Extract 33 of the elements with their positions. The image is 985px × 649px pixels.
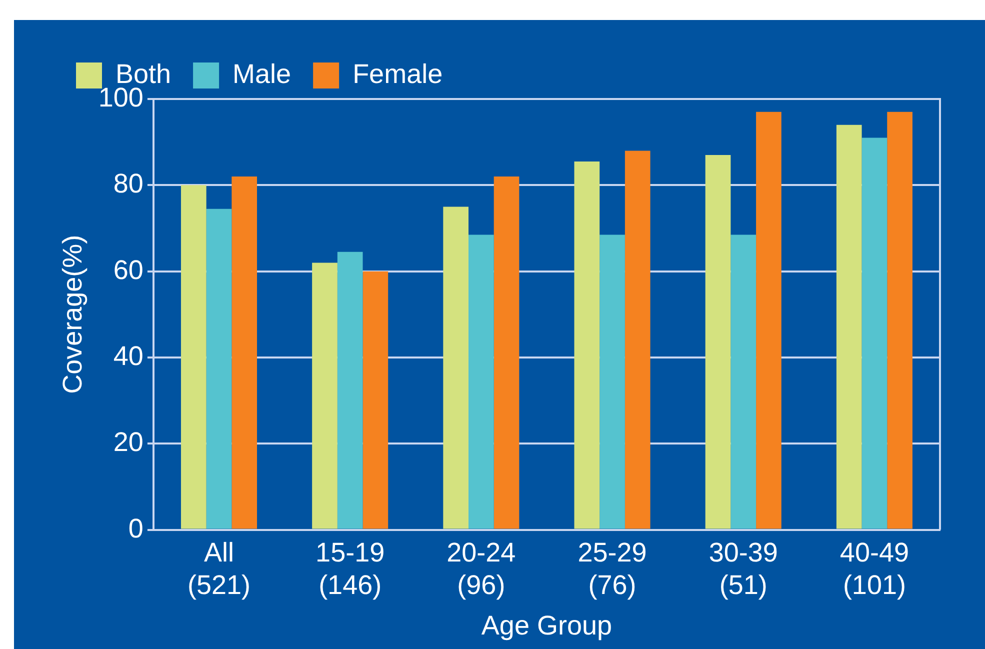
bar: [705, 155, 731, 529]
x-tick-label: 25-29 (76): [578, 537, 647, 600]
y-axis-title: Coverage(%): [58, 234, 88, 394]
x-tick-label: 40-49 (101): [840, 537, 909, 600]
bar: [836, 124, 862, 529]
x-tick-label: 20-24 (96): [446, 537, 516, 600]
bar: [337, 252, 363, 529]
y-tick-label: 0: [128, 513, 144, 544]
bar: [443, 206, 469, 529]
y-tick-label: 60: [113, 254, 144, 285]
bar: [730, 234, 756, 529]
y-tick-label: 80: [113, 168, 144, 199]
bar: [180, 185, 206, 529]
x-tick-label: All (521): [187, 537, 251, 600]
bar: [574, 161, 600, 529]
bar: [468, 234, 494, 529]
bar: [756, 112, 782, 529]
x-tick-label: 15-19 (146): [316, 537, 385, 600]
bar: [624, 150, 650, 529]
bar: [206, 208, 232, 529]
bar: [494, 176, 520, 529]
legend-label: Male: [232, 58, 292, 89]
bar: [887, 112, 912, 529]
x-axis-title: Age Group: [481, 610, 612, 640]
x-tick-label: 30-39 (51): [708, 537, 778, 600]
bar: [232, 176, 258, 529]
y-tick-label: 40: [113, 340, 144, 371]
y-tick-label: 20: [113, 427, 144, 458]
bar: [862, 138, 888, 529]
legend-label: Female: [352, 58, 443, 89]
bar: [312, 262, 338, 529]
bar: [600, 234, 625, 529]
bar: [362, 271, 388, 529]
